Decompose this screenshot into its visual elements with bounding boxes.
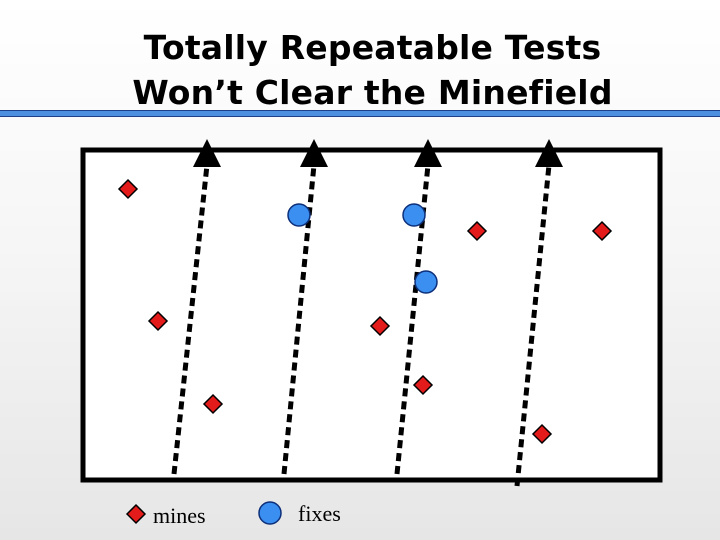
mine-icon	[591, 220, 613, 242]
mines	[117, 178, 613, 445]
mine-icon	[466, 220, 488, 242]
arrowhead-icon	[300, 139, 328, 167]
arrowhead-icon	[535, 139, 563, 167]
arrowhead-icon	[414, 139, 442, 167]
legend-mines-label: mines	[153, 503, 206, 528]
test-paths	[171, 164, 552, 487]
legend-mine-icon	[125, 503, 147, 525]
fix-icon	[402, 203, 426, 227]
mine-icon	[531, 423, 553, 445]
fix-icon	[287, 203, 311, 227]
legend-fixes-label: fixes	[298, 501, 341, 526]
mine-icon	[412, 374, 434, 396]
minefield-box	[80, 147, 663, 483]
mine-icon	[369, 315, 391, 337]
fix-icon	[414, 270, 438, 294]
mine-icon	[202, 393, 224, 415]
title-divider	[0, 110, 720, 117]
test-path-4	[514, 164, 552, 487]
title-line-2: Won’t Clear the Minefield	[132, 73, 613, 112]
legend-fix-icon	[258, 501, 282, 525]
mine-icon	[147, 310, 169, 332]
title-line-1: Totally Repeatable Tests	[143, 28, 602, 67]
fixes	[287, 203, 438, 294]
path-arrowheads	[193, 139, 563, 167]
arrowhead-icon	[193, 139, 221, 167]
mine-icon	[117, 178, 139, 200]
